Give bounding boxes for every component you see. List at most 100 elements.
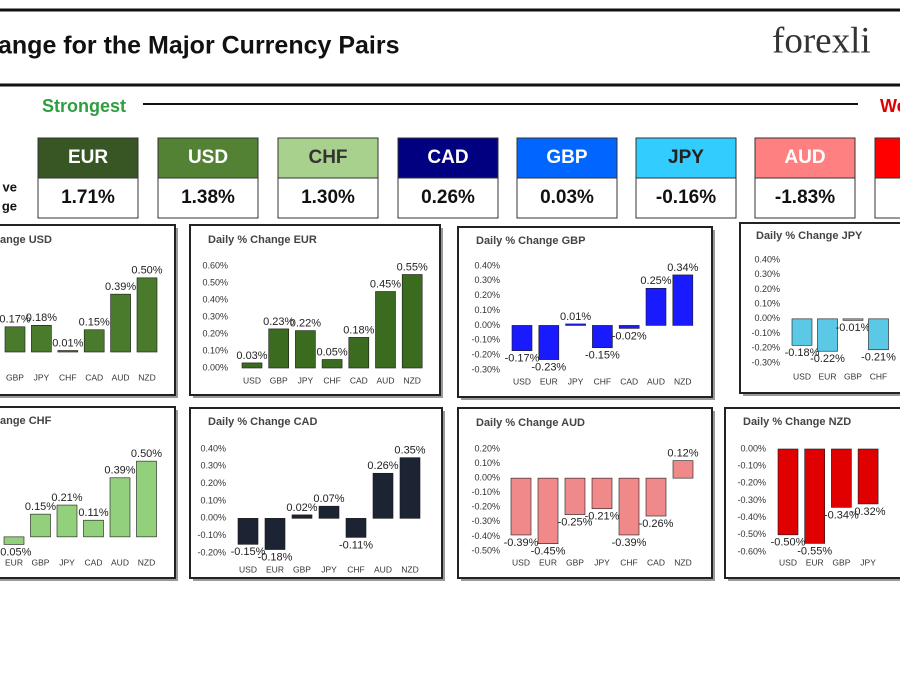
value-label: 0.12% [667,448,698,460]
bar [672,460,694,479]
x-tick-label: EUR [266,564,284,574]
value-label: -0.05% [0,546,32,558]
bar [791,318,813,346]
y-tick-label: 0.40% [474,260,500,270]
x-tick-label: GBP [844,371,862,381]
x-tick-label: CAD [350,375,368,385]
y-tick-label: 0.30% [474,275,500,285]
x-tick-label: CHF [594,376,611,386]
currency-value: -1.83% [775,187,835,208]
x-tick-label: EUR [539,557,557,567]
currency-name: JPY [668,147,704,168]
bar [110,293,131,353]
y-tick-label: 0.10% [474,458,500,468]
value-label: 0.55% [397,261,428,273]
value-label: 0.11% [78,507,109,519]
value-label: -0.15% [231,546,266,558]
x-tick-label: AUD [111,557,129,567]
x-tick-label: CAD [620,376,638,386]
value-label: -0.21% [861,352,896,364]
x-tick-label: GBP [293,564,311,574]
chart-title: Daily % Change NZD [743,416,851,428]
bar [618,325,640,329]
bar [4,326,26,353]
y-tick-label: -0.20% [737,478,766,488]
bar [510,477,532,536]
x-tick-label: NZD [138,557,155,567]
value-label: 0.50% [131,265,162,277]
value-label: 0.15% [79,317,110,329]
y-tick-label: 0.40% [202,294,228,304]
y-tick-label: 0.00% [474,320,500,330]
currency-header [277,137,379,179]
bar [291,514,313,519]
value-label: 0.45% [370,278,401,290]
value-label: 0.39% [104,465,135,477]
bar [857,448,879,505]
currency-name: AUD [784,147,825,168]
logo: forexli [772,20,871,61]
chart-title: Daily % Change JPY [756,230,863,242]
bar [804,448,826,544]
currency-name: USD [188,147,228,168]
x-tick-label: USD [793,371,811,381]
y-tick-label: -0.10% [737,461,766,471]
value-label: -0.01% [836,322,871,334]
y-tick-label: 0.20% [202,328,228,338]
y-tick-label: 0.10% [202,345,228,355]
value-label: -0.17% [505,353,540,365]
bar [264,518,286,550]
currency-header [754,137,856,179]
x-tick-label: EUR [5,557,23,567]
y-tick-label: 0.60% [202,260,228,270]
x-tick-label: JPY [34,372,50,382]
bar [31,324,52,353]
value-label: 0.03% [236,350,267,362]
value-label: -0.02% [612,330,647,342]
bar [83,329,105,353]
value-label: -0.50% [771,537,806,549]
bar [375,291,396,369]
value-label: 0.01% [560,311,591,323]
bar [295,330,316,369]
bar [592,325,613,349]
bar [136,277,158,353]
currency-value: 1.71% [61,187,115,208]
bar [842,318,864,321]
y-tick-label: -0.30% [471,516,500,526]
bar [817,318,838,352]
y-tick-label: -0.10% [471,487,500,497]
y-tick-label: -0.20% [751,343,780,353]
bar [56,504,78,538]
bar [399,457,421,519]
x-tick-label: EUR [819,371,837,381]
currency-value-box [516,177,618,219]
y-tick-label: 0.00% [740,443,766,453]
x-tick-label: JPY [59,557,75,567]
value-label: 0.35% [394,445,425,457]
value-label: 0.22% [290,318,321,330]
bar [109,477,131,538]
x-tick-label: AUD [374,564,392,574]
y-tick-label: -0.40% [471,531,500,541]
bar [591,477,613,510]
x-tick-label: AUD [377,375,395,385]
chart-title: Daily % Change EUR [208,234,317,246]
bar [3,536,25,545]
bar [136,460,157,538]
value-label: 0.23% [263,316,294,328]
x-tick-label: USD [239,564,257,574]
bar [237,518,259,545]
value-label: -0.25% [558,516,593,528]
x-tick-label: AUD [647,376,665,386]
x-tick-label: USD [779,557,797,567]
bar [645,477,667,517]
bar [321,359,343,369]
x-tick-label: GBP [270,375,288,385]
value-label: -0.21% [585,511,620,523]
bar [348,337,370,369]
bar [511,325,533,351]
value-label: -0.55% [797,545,832,557]
